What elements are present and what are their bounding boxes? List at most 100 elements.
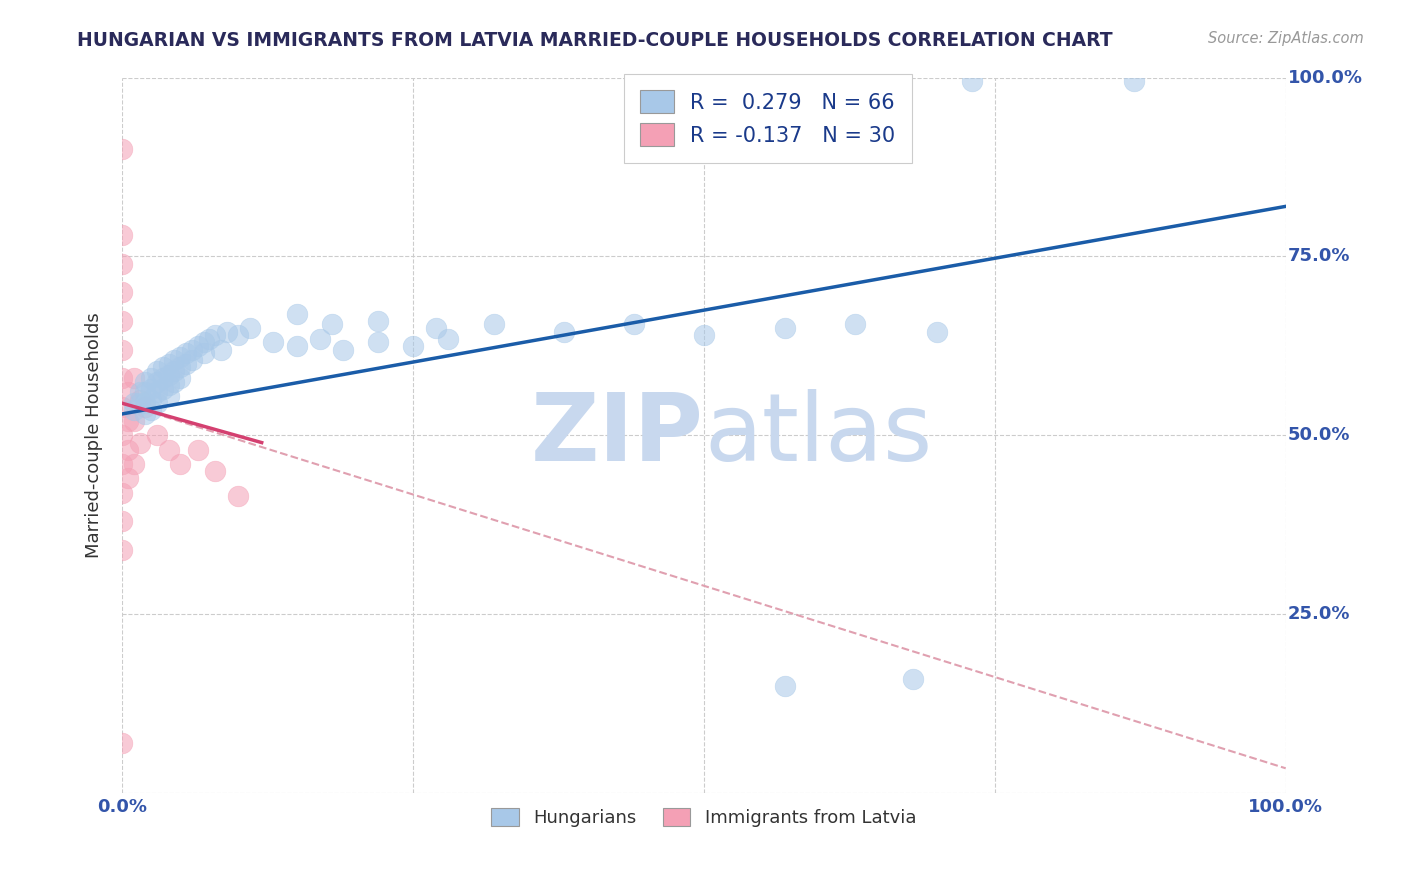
Point: [484, 318, 506, 332]
Point: [134, 375, 156, 389]
Point: [117, 442, 139, 457]
Point: [139, 392, 162, 407]
Point: [152, 382, 174, 396]
Point: [139, 382, 162, 396]
Point: [146, 375, 169, 389]
Point: [128, 385, 150, 400]
Point: [367, 314, 389, 328]
Point: [775, 679, 797, 693]
Point: [111, 400, 134, 414]
Point: [122, 396, 145, 410]
Point: [228, 328, 250, 343]
Point: [111, 227, 134, 242]
Point: [122, 457, 145, 471]
Point: [215, 325, 238, 339]
Point: [128, 396, 150, 410]
Point: [198, 332, 221, 346]
Point: [117, 471, 139, 485]
Point: [122, 403, 145, 417]
Point: [111, 371, 134, 385]
Point: [111, 428, 134, 442]
Point: [174, 346, 197, 360]
Point: [134, 400, 156, 414]
Point: [775, 321, 797, 335]
Point: [152, 360, 174, 375]
Point: [169, 457, 191, 471]
Point: [111, 543, 134, 558]
Point: [134, 407, 156, 421]
Point: [180, 353, 202, 368]
Point: [262, 335, 284, 350]
Text: ZIP: ZIP: [531, 390, 704, 482]
Point: [122, 414, 145, 428]
Point: [285, 307, 308, 321]
Point: [285, 339, 308, 353]
Point: [111, 514, 134, 528]
Point: [402, 339, 425, 353]
Point: [163, 364, 186, 378]
Point: [163, 353, 186, 368]
Point: [1123, 74, 1146, 88]
Point: [553, 325, 575, 339]
Point: [157, 368, 180, 382]
Point: [204, 464, 226, 478]
Point: [832, 74, 855, 88]
Point: [437, 332, 460, 346]
Point: [139, 371, 162, 385]
Point: [228, 489, 250, 503]
Point: [960, 74, 983, 88]
Point: [925, 325, 948, 339]
Point: [117, 385, 139, 400]
Point: [111, 142, 134, 156]
Point: [239, 321, 262, 335]
Point: [169, 350, 191, 364]
Point: [128, 392, 150, 407]
Point: [134, 396, 156, 410]
Point: [128, 435, 150, 450]
Point: [425, 321, 447, 335]
Point: [204, 328, 226, 343]
Point: [117, 414, 139, 428]
Point: [157, 357, 180, 371]
Text: Source: ZipAtlas.com: Source: ZipAtlas.com: [1208, 31, 1364, 46]
Point: [180, 343, 202, 357]
Point: [623, 318, 645, 332]
Point: [157, 378, 180, 392]
Text: 100.0%: 100.0%: [1288, 69, 1362, 87]
Point: [193, 335, 215, 350]
Y-axis label: Married-couple Households: Married-couple Households: [86, 312, 103, 558]
Point: [157, 389, 180, 403]
Point: [111, 285, 134, 300]
Point: [139, 403, 162, 417]
Point: [693, 74, 716, 88]
Point: [367, 335, 389, 350]
Point: [332, 343, 354, 357]
Text: 25.0%: 25.0%: [1288, 606, 1351, 624]
Point: [111, 457, 134, 471]
Text: 75.0%: 75.0%: [1288, 247, 1351, 266]
Point: [844, 318, 866, 332]
Point: [111, 736, 134, 750]
Point: [209, 343, 232, 357]
Point: [146, 428, 169, 442]
Point: [111, 343, 134, 357]
Point: [146, 396, 169, 410]
Point: [169, 371, 191, 385]
Point: [111, 485, 134, 500]
Point: [122, 371, 145, 385]
Point: [169, 360, 191, 375]
Text: 50.0%: 50.0%: [1288, 426, 1351, 444]
Point: [903, 672, 925, 686]
Point: [163, 375, 186, 389]
Text: HUNGARIAN VS IMMIGRANTS FROM LATVIA MARRIED-COUPLE HOUSEHOLDS CORRELATION CHART: HUNGARIAN VS IMMIGRANTS FROM LATVIA MARR…: [77, 31, 1114, 50]
Point: [693, 328, 716, 343]
Point: [187, 442, 209, 457]
Point: [146, 385, 169, 400]
Point: [321, 318, 343, 332]
Point: [146, 364, 169, 378]
Point: [152, 371, 174, 385]
Point: [187, 339, 209, 353]
Point: [193, 346, 215, 360]
Point: [134, 385, 156, 400]
Legend: Hungarians, Immigrants from Latvia: Hungarians, Immigrants from Latvia: [484, 801, 924, 834]
